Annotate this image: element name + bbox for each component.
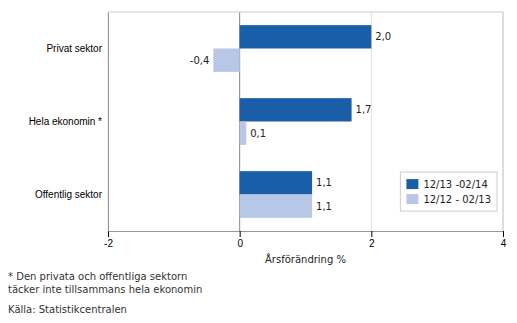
data-label: 1,7 <box>356 104 372 115</box>
chart: -2 0 2 4 Privat sektor Hela ekonomin * Offentl… <box>0 0 517 323</box>
data-labels: 1,1 1,7 2,0 1,1 0,1 -0,4 <box>190 31 391 211</box>
data-label: 2,0 <box>375 31 391 42</box>
plot: -2 0 2 4 Privat sektor Hela ekonomin * Offentl… <box>29 12 507 249</box>
x-tick-label: 2 <box>369 238 375 249</box>
x-axis-line <box>109 232 504 238</box>
frame <box>108 12 503 13</box>
x-tick: -2 <box>104 231 113 249</box>
y-axis-line <box>108 13 109 232</box>
legend-item: 12/12 - 02/13 <box>406 194 491 205</box>
legend-swatch <box>406 194 418 204</box>
x-axis: -2 0 2 4 <box>104 231 507 249</box>
y-tick: Privat sektor <box>46 43 108 54</box>
y-tick: Offentlig sektor <box>35 189 108 200</box>
legend: 12/13 -02/14 12/12 - 02/13 <box>400 172 497 211</box>
legend-label: 12/12 - 02/13 <box>423 194 491 205</box>
bar <box>240 195 312 218</box>
bar <box>240 171 312 194</box>
data-label: -0,4 <box>190 55 210 66</box>
x-tick: 0 <box>237 231 243 249</box>
y-tick-label: Privat sektor <box>46 43 102 54</box>
x-tick: 4 <box>501 231 507 249</box>
y-tick-label: Hela ekonomin * <box>29 116 102 127</box>
x-tick-label: -2 <box>104 238 113 249</box>
data-label: 1,1 <box>316 177 332 188</box>
grid <box>108 12 503 231</box>
x-tick-mark <box>503 231 504 237</box>
x-label: Årsförändring % <box>265 253 346 265</box>
y-tick-label: Offentlig sektor <box>35 189 103 200</box>
x-tick-mark <box>240 231 241 237</box>
bar <box>213 49 239 72</box>
frame <box>503 12 504 231</box>
grid-line <box>108 12 109 231</box>
legend-item: 12/13 -02/14 <box>406 179 487 190</box>
x-tick-label: 4 <box>501 238 507 249</box>
annotation: * Den privata och offentliga sektorn <box>8 271 187 282</box>
x-tick-label: 0 <box>237 238 243 249</box>
bar <box>240 25 372 48</box>
bar <box>240 98 352 121</box>
grid-line <box>503 12 504 231</box>
data-label: 1,1 <box>316 201 332 212</box>
data-label: 0,1 <box>250 128 266 139</box>
legend-swatch <box>406 179 418 189</box>
bars <box>213 25 371 218</box>
legend-label: 12/13 -02/14 <box>423 179 487 190</box>
annotation: täcker inte tillsammans hela ekonomin <box>8 284 202 295</box>
x-tick-mark <box>371 231 372 237</box>
y-axis: Privat sektor Hela ekonomin * Offentlig se… <box>29 13 109 232</box>
x-tick-mark <box>108 231 109 237</box>
y-tick: Hela ekonomin * <box>29 116 108 127</box>
annotation: Källa: Statistikcentralen <box>8 304 127 315</box>
bar <box>240 122 247 145</box>
legend-box <box>400 172 497 211</box>
x-tick: 2 <box>369 231 375 249</box>
